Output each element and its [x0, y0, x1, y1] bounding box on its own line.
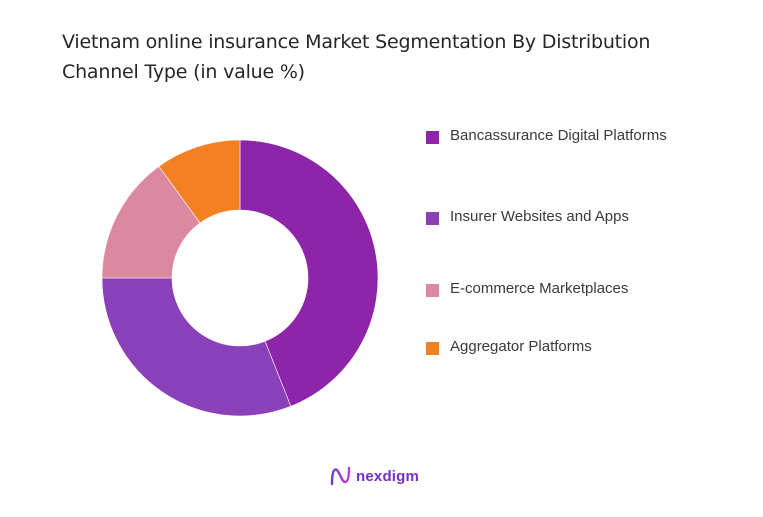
- nexdigm-logo: nexdigm: [330, 466, 419, 486]
- chart-title: Vietnam online insurance Market Segmenta…: [62, 31, 651, 83]
- donut-slice-bancassurance-digital-platforms: [239, 139, 379, 407]
- legend-swatch: [426, 342, 439, 355]
- legend-item-ecommerce: E-commerce Marketplaces: [426, 277, 680, 300]
- logo-text: nexdigm: [356, 467, 420, 485]
- legend-label: Insurer Websites and Apps: [450, 208, 629, 225]
- legend-label: E-commerce Marketplaces: [450, 280, 629, 297]
- legend-item-insurer-websites: Insurer Websites and Apps: [426, 205, 680, 228]
- donut-slice-insurer-websites-and-apps: [101, 277, 292, 417]
- donut-slice-aggregator-platforms: [158, 139, 241, 224]
- legend-swatch: [426, 131, 439, 144]
- legend-item-bancassurance: Bancassurance Digital Platforms: [426, 124, 680, 147]
- legend-item-aggregator: Aggregator Platforms: [426, 335, 680, 358]
- legend-label: Aggregator Platforms: [450, 338, 592, 355]
- legend-swatch: [426, 212, 439, 225]
- legend-label: Bancassurance Digital Platforms: [450, 127, 667, 144]
- nexdigm-wave-icon: [330, 466, 351, 486]
- legend-swatch: [426, 284, 439, 297]
